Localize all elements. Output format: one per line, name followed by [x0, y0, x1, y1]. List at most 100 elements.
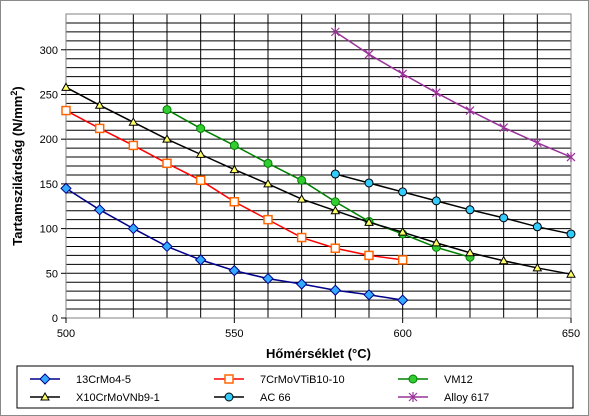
legend-items: 13CrMo4-5 7CrMoVTiB10-10 VM12 X10CrMoVNb9-1… — [30, 373, 489, 404]
data-point — [532, 137, 542, 148]
data-point — [532, 222, 542, 232]
data-point — [364, 250, 374, 261]
series-3 — [61, 82, 576, 278]
legend-item: AC 66 — [214, 392, 291, 404]
data-point — [431, 196, 441, 206]
data-point — [431, 237, 442, 247]
data-point — [431, 87, 441, 98]
data-point — [127, 222, 140, 235]
data-point — [364, 217, 374, 226]
data-point — [94, 100, 105, 109]
x-tick-label: 600 — [393, 328, 411, 340]
x-tick-label: 550 — [225, 328, 243, 340]
y-tick-label: 200 — [40, 134, 58, 146]
data-point — [330, 197, 340, 207]
data-point — [296, 194, 307, 203]
data-point — [195, 175, 206, 186]
data-point — [499, 213, 509, 223]
series-5 — [330, 26, 576, 163]
data-point — [363, 289, 375, 301]
data-point — [364, 49, 374, 60]
data-point — [262, 272, 274, 285]
legend-label: X10CrMoVNb9-1 — [76, 392, 160, 404]
legend-marker — [224, 374, 234, 384]
data-point — [465, 247, 475, 257]
legend-marker — [408, 374, 418, 384]
data-point — [229, 164, 240, 174]
data-point — [397, 227, 408, 236]
y-tick-label: 300 — [40, 45, 58, 57]
series-1 — [61, 105, 408, 265]
data-point — [566, 152, 576, 163]
data-point — [161, 240, 173, 253]
x-axis-title: Hőmérséklet (°C) — [266, 346, 371, 361]
data-point — [61, 82, 71, 91]
data-point — [330, 26, 340, 37]
legend-label: AC 66 — [260, 392, 291, 404]
y-axis-title: Tartamszilárdság (N/mm2) — [9, 86, 25, 245]
data-point — [229, 140, 239, 150]
data-point — [398, 187, 408, 197]
data-point — [330, 243, 341, 254]
data-point — [128, 140, 139, 151]
data-point — [61, 105, 71, 116]
data-point — [465, 205, 475, 215]
data-point — [566, 229, 576, 239]
data-point — [330, 205, 341, 215]
legend-label: 13CrMo4-5 — [76, 374, 131, 386]
data-point — [396, 294, 409, 306]
x-tick-label: 500 — [57, 328, 75, 340]
series-line — [334, 31, 572, 158]
data-point — [295, 278, 308, 290]
data-point — [498, 255, 509, 265]
data-point — [364, 178, 374, 188]
data-point — [229, 197, 240, 207]
legend-item: 7CrMoVTiB10-10 — [214, 374, 345, 386]
y-tick-label: 150 — [40, 179, 58, 191]
data-point — [128, 117, 139, 126]
data-point — [566, 269, 576, 278]
legend-label: VM12 — [444, 374, 473, 386]
data-point — [263, 178, 273, 188]
legend-item: 13CrMo4-5 — [30, 373, 131, 386]
data-point — [499, 122, 509, 133]
data-point — [94, 123, 105, 134]
legend — [16, 365, 574, 409]
y-tick-label: 50 — [46, 268, 58, 280]
legend-label: Alloy 617 — [444, 392, 489, 404]
y-axis-title-main: Tartamszilárdság (N/mm — [10, 96, 25, 246]
legend-marker — [40, 391, 50, 401]
data-point — [263, 158, 273, 168]
data-point — [162, 105, 172, 115]
data-point — [296, 232, 307, 243]
y-tick-label: 100 — [40, 224, 58, 236]
plot-border — [65, 13, 572, 319]
data-point — [330, 169, 340, 179]
gridlines — [65, 13, 572, 319]
legend-label: 7CrMoVTiB10-10 — [260, 374, 345, 386]
y-axis-title-superscript: 2 — [9, 91, 19, 96]
series-line — [335, 173, 572, 235]
legend-item: X10CrMoVNb9-1 — [30, 391, 160, 404]
data-point — [194, 254, 207, 266]
series-4 — [330, 169, 576, 239]
data-point — [263, 214, 273, 225]
data-point — [398, 68, 408, 79]
data-point — [60, 182, 72, 195]
data-point — [195, 149, 206, 158]
data-point — [329, 284, 342, 296]
series-line — [65, 86, 572, 275]
data-point — [465, 105, 475, 116]
legend-marker — [408, 392, 418, 402]
series-0 — [60, 182, 409, 306]
x-tick-label: 650 — [562, 328, 580, 340]
legend-item: Alloy 617 — [398, 392, 489, 404]
tick-labels: 0 50 100 150 200 250 300 500 550 600 650 — [40, 45, 581, 340]
data-point — [196, 123, 206, 133]
data-point — [397, 255, 408, 265]
y-tick-label: 250 — [40, 89, 58, 101]
legend-item: VM12 — [398, 374, 473, 386]
data-point — [297, 175, 307, 185]
data-point — [162, 158, 172, 169]
